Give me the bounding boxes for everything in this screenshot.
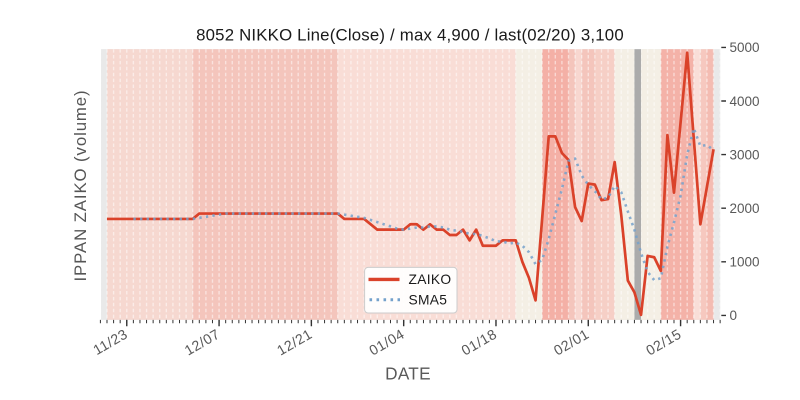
svg-text:3000: 3000 [730, 147, 760, 162]
svg-text:0: 0 [730, 308, 738, 323]
svg-text:1000: 1000 [730, 255, 760, 270]
svg-text:4000: 4000 [730, 94, 760, 109]
svg-text:8052 NIKKO Line(Close) / max 4: 8052 NIKKO Line(Close) / max 4,900 / las… [196, 26, 624, 45]
svg-text:5000: 5000 [730, 40, 760, 55]
svg-text:ZAIKO: ZAIKO [409, 272, 452, 287]
svg-text:SMA5: SMA5 [409, 292, 448, 307]
svg-text:2000: 2000 [730, 201, 760, 216]
svg-text:DATE: DATE [385, 364, 431, 384]
svg-text:IPPAN ZAIKO (volume): IPPAN ZAIKO (volume) [71, 89, 90, 281]
